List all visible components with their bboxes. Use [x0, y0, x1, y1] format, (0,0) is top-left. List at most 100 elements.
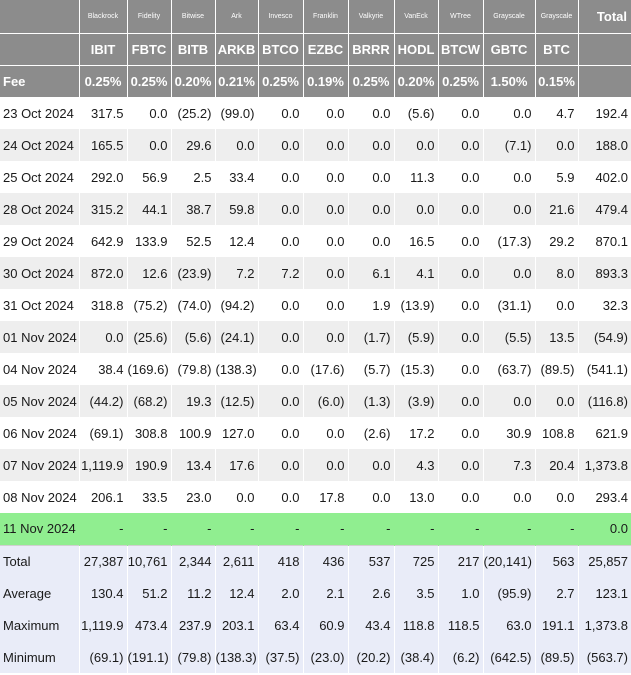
flow-value: 872.0 [79, 257, 128, 289]
flow-value: 0.0 [483, 193, 536, 225]
flow-value: 0.0 [348, 129, 395, 161]
flow-value: 0.0 [438, 385, 484, 417]
summary-label: Average [0, 577, 80, 609]
ticker-header: FBTC [127, 32, 172, 65]
flow-value: 0.0 [483, 257, 536, 289]
flow-value: 0.0 [258, 193, 304, 225]
flow-value: 0.0 [483, 481, 536, 513]
flow-value: (17.3) [483, 225, 536, 257]
ticker-header: BTC [535, 32, 579, 65]
row-total: (541.1) [578, 353, 631, 385]
summary-value: 63.4 [258, 609, 304, 641]
flow-value: - [348, 513, 395, 545]
summary-value: 2.0 [258, 577, 304, 609]
summary-value: (89.5) [535, 641, 579, 673]
summary-total: (563.7) [578, 641, 631, 673]
flow-value: 0.0 [535, 385, 579, 417]
row-date: 05 Nov 2024 [0, 385, 80, 417]
flow-value: 0.0 [438, 353, 484, 385]
flow-value: (5.6) [171, 321, 216, 353]
flow-value: 0.0 [438, 481, 484, 513]
flow-value: (25.2) [171, 97, 216, 129]
table-row: 25 Oct 2024 292.0 56.9 2.5 33.4 0.0 0.0 0.0 11.3… [0, 161, 631, 193]
flow-value: (13.9) [394, 289, 439, 321]
flow-value: (69.1) [79, 417, 128, 449]
row-total: 293.4 [578, 481, 631, 513]
row-date: 01 Nov 2024 [0, 321, 80, 353]
summary-label: Minimum [0, 641, 80, 673]
flow-value: 56.9 [127, 161, 172, 193]
flow-value: 0.0 [258, 481, 304, 513]
table-row: 23 Oct 2024 317.5 0.0 (25.2) (99.0) 0.0 0.0 0.0… [0, 97, 631, 129]
issuer-header: WTree [438, 0, 484, 33]
row-total: 479.4 [578, 193, 631, 225]
flow-value: 6.1 [348, 257, 395, 289]
summary-value: 118.5 [438, 609, 484, 641]
issuer-header: Invesco [258, 0, 304, 33]
summary-value: 237.9 [171, 609, 216, 641]
flow-value: 30.9 [483, 417, 536, 449]
row-total: 188.0 [578, 129, 631, 161]
flow-value: 165.5 [79, 129, 128, 161]
flow-value: 0.0 [348, 225, 395, 257]
corner-cell [0, 0, 80, 33]
summary-total: 25,857 [578, 544, 631, 577]
fee-value: 0.20% [171, 64, 216, 97]
row-total: (54.9) [578, 321, 631, 353]
ticker-header-row: IBIT FBTC BITB ARKB BTCO EZBC BRRR HODL BTCW GBTC… [0, 32, 631, 65]
row-date: 24 Oct 2024 [0, 129, 80, 161]
flow-value: 0.0 [303, 225, 349, 257]
summary-value: (69.1) [79, 641, 128, 673]
total-ticker-cell [578, 32, 631, 65]
flow-value: 0.0 [303, 129, 349, 161]
flow-value: 206.1 [79, 481, 128, 513]
flow-value: 12.6 [127, 257, 172, 289]
flow-value: 2.5 [171, 161, 216, 193]
summary-value: 60.9 [303, 609, 349, 641]
flow-value: 127.0 [215, 417, 259, 449]
row-total: (116.8) [578, 385, 631, 417]
flow-value: 8.0 [535, 257, 579, 289]
issuer-header: VanEck [394, 0, 439, 33]
flow-value: (31.1) [483, 289, 536, 321]
flow-value: 5.9 [535, 161, 579, 193]
flow-value: (63.7) [483, 353, 536, 385]
flow-value: 7.2 [215, 257, 259, 289]
flow-value: 52.5 [171, 225, 216, 257]
table-row: 28 Oct 2024 315.2 44.1 38.7 59.8 0.0 0.0 0.0 0.0… [0, 193, 631, 225]
flow-value: 13.0 [394, 481, 439, 513]
summary-row: Minimum (69.1) (191.1) (79.8) (138.3) (37.5)(… [0, 641, 631, 673]
summary-value: (37.5) [258, 641, 304, 673]
summary-value: 418 [258, 544, 304, 577]
summary-value: 118.8 [394, 609, 439, 641]
flow-value: 315.2 [79, 193, 128, 225]
flow-value: 13.4 [171, 449, 216, 481]
flow-value: 0.0 [438, 321, 484, 353]
flow-value: 0.0 [258, 385, 304, 417]
flow-value: 38.7 [171, 193, 216, 225]
table-row: 01 Nov 2024 0.0 (25.6) (5.6) (24.1) 0.0 0.0 (1.… [0, 321, 631, 353]
flow-value: - [483, 513, 536, 545]
total-column-header: Total [578, 0, 631, 33]
row-date: 23 Oct 2024 [0, 97, 80, 129]
flow-value: (25.6) [127, 321, 172, 353]
flow-value: - [438, 513, 484, 545]
flow-value: - [394, 513, 439, 545]
flow-value: 0.0 [303, 97, 349, 129]
flow-value: 0.0 [258, 417, 304, 449]
issuer-header: Bitwise [171, 0, 216, 33]
flow-value: (2.6) [348, 417, 395, 449]
row-date: 04 Nov 2024 [0, 353, 80, 385]
flow-value: 0.0 [79, 321, 128, 353]
summary-value: 537 [348, 544, 395, 577]
summary-value: (20,141) [483, 544, 536, 577]
flow-value: 0.0 [303, 321, 349, 353]
ticker-header: BTCO [258, 32, 304, 65]
row-date: 08 Nov 2024 [0, 481, 80, 513]
flow-value: 0.0 [258, 129, 304, 161]
flow-value: 0.0 [303, 257, 349, 289]
row-total: 1,373.8 [578, 449, 631, 481]
summary-value: (79.8) [171, 641, 216, 673]
flow-value: (74.0) [171, 289, 216, 321]
